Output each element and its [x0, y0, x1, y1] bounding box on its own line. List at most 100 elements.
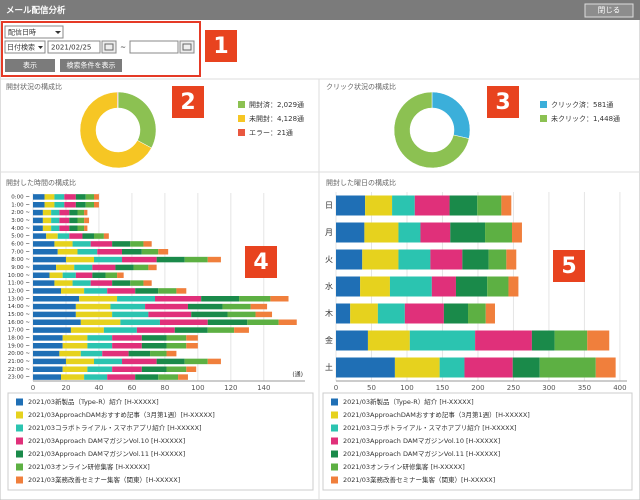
bar-segment	[475, 330, 532, 351]
bar-segment	[92, 264, 116, 271]
bar-segment	[184, 256, 208, 263]
bar-segment	[84, 374, 108, 380]
x-tick-label: 0	[334, 384, 338, 392]
calendar-button[interactable]	[179, 40, 195, 54]
bar-segment	[107, 288, 136, 294]
bar-segment	[595, 357, 616, 378]
date-type-text: 配信日時	[8, 28, 36, 37]
bar-segment	[72, 241, 91, 247]
bar-segment	[54, 194, 65, 200]
y-tick-label: 2:00 ~	[11, 210, 30, 216]
callout-number: 1	[213, 34, 228, 59]
legend-label: 2021/03Approach DAMマガジンVol.11 [H-XXXXX]	[343, 449, 500, 458]
callout-number: 4	[253, 250, 268, 275]
bar-segment	[75, 311, 113, 318]
callout-badge	[245, 246, 277, 278]
bar-segment	[107, 374, 136, 380]
bar-segment	[464, 357, 513, 378]
y-tick-label: 木	[325, 308, 333, 318]
bar-segment	[33, 209, 43, 216]
bar-segment	[57, 249, 78, 255]
bar-segment	[102, 350, 129, 357]
bar-segment	[122, 358, 157, 365]
bar-segment	[117, 296, 155, 302]
callout-badge	[172, 86, 204, 118]
bar-segment	[79, 296, 118, 302]
bar-segment	[84, 288, 108, 294]
bar-segment	[93, 202, 99, 208]
bar-segment	[77, 217, 85, 224]
bar-segment	[255, 311, 273, 318]
legend-label: 開封済：2,029通	[249, 100, 304, 109]
callout-badge	[553, 250, 585, 282]
bar-segment	[103, 233, 109, 239]
x-tick-label: 0	[31, 384, 35, 392]
bar-segment	[54, 202, 65, 208]
select-arrow	[38, 46, 43, 49]
bar-segment	[44, 194, 55, 200]
y-tick-label: 水	[325, 281, 333, 291]
bar-segment	[141, 249, 159, 255]
bar-segment	[512, 222, 522, 243]
bar-segment	[33, 374, 62, 380]
date-to-input[interactable]	[129, 40, 179, 54]
legend-swatch	[331, 411, 338, 419]
bar-segment	[222, 303, 251, 310]
close-button[interactable]	[584, 3, 634, 18]
bar-segment	[33, 249, 58, 255]
legend-swatch	[16, 450, 23, 458]
legend-swatch	[16, 463, 23, 471]
bar-segment	[61, 288, 85, 294]
bar-segment	[77, 209, 85, 216]
y-tick-label: 23:00 ~	[8, 375, 31, 381]
bar-segment	[133, 264, 149, 271]
bar-segment	[166, 350, 177, 357]
bar-segment	[409, 330, 476, 351]
conditions-button[interactable]	[60, 59, 122, 72]
calendar-button[interactable]	[101, 40, 117, 54]
bar-segment	[431, 276, 456, 297]
date-from-input[interactable]	[47, 40, 101, 54]
bar-segment	[46, 233, 58, 239]
bar-segment	[122, 249, 142, 255]
bar-segment	[404, 303, 444, 324]
bar-segment	[364, 222, 399, 243]
y-tick-label: 18:00 ~	[8, 335, 31, 341]
legend-swatch	[16, 476, 23, 484]
bar-segment	[186, 366, 197, 372]
bar-segment	[135, 374, 159, 380]
bar-segment	[33, 335, 63, 341]
x-tick-label: 20	[62, 384, 71, 392]
bar-segment	[87, 343, 113, 349]
bar-segment	[184, 358, 208, 365]
bar-segment	[186, 335, 198, 341]
date-type-select[interactable]	[4, 25, 64, 39]
bar-segment	[135, 288, 159, 294]
bar-segment	[227, 311, 256, 318]
bar-segment	[143, 280, 152, 286]
highlight-box	[1, 21, 201, 77]
bar-segment	[87, 366, 113, 372]
bar-segment	[80, 350, 103, 357]
bar-segment	[42, 217, 52, 224]
callout-number: 5	[561, 254, 576, 279]
legend-label: 2021/03ApproachDAMおすすめ記事（3月第1週）[H-XXXXX]	[28, 410, 215, 419]
bar-segment	[65, 358, 94, 365]
x-unit: (通)	[292, 371, 303, 379]
bar-segment	[443, 303, 469, 324]
bar-segment	[84, 225, 88, 231]
bar-segment	[512, 357, 540, 378]
bar-segment	[485, 303, 495, 324]
bar-segment	[51, 209, 60, 216]
bar-segment	[112, 366, 142, 372]
legend-label: 2021/03業務改善セミナー集客（関東）[H-XXXXX]	[343, 475, 495, 484]
show-button[interactable]	[5, 59, 55, 72]
bar-segment	[336, 276, 361, 297]
bar-segment	[117, 272, 124, 278]
search-mode-select[interactable]	[4, 40, 46, 54]
legend-swatch	[16, 437, 23, 445]
bar-segment	[51, 225, 60, 231]
select-arrow	[55, 31, 61, 34]
bar-segment	[201, 296, 240, 302]
